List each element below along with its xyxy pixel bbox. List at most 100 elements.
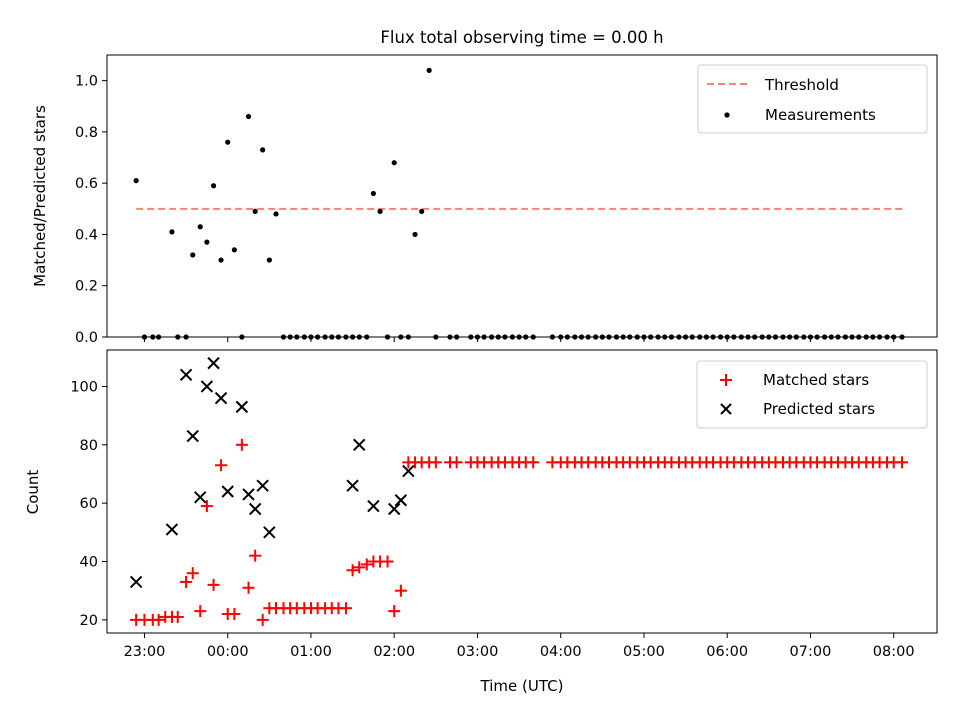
measurement-point — [613, 334, 620, 340]
matched-star-point — [180, 575, 193, 588]
measurement-point — [370, 190, 376, 197]
measurement-points — [133, 67, 905, 340]
measurement-point — [398, 334, 404, 340]
ratio-y-tick-label: 0.4 — [75, 227, 98, 243]
predicted-star-point — [194, 491, 207, 504]
measurement-point — [870, 334, 876, 340]
measurement-point — [183, 334, 189, 340]
matched-star-point — [394, 584, 407, 597]
measurement-point — [426, 67, 432, 73]
measurement-point — [266, 257, 272, 263]
count-y-axis-label: Count — [24, 470, 42, 515]
x-tick-label: 23:00 — [124, 644, 166, 660]
matched-star-point — [527, 456, 540, 469]
ratio-y-tick-label: 1.0 — [75, 74, 98, 90]
matched-star-point — [215, 459, 228, 472]
count-x-ticks: 23:00 00:00 01:00 02:00 03:00 04:00 05:00 06:00… — [124, 633, 915, 660]
ratio-legend-box — [697, 64, 928, 134]
matched-star-point — [207, 578, 220, 591]
predicted-star-point — [353, 438, 366, 452]
measurement-point — [239, 334, 245, 340]
measurement-point — [156, 334, 162, 340]
measurement-point — [231, 247, 237, 253]
x-tick-label: 05:00 — [623, 644, 665, 660]
measurement-point — [884, 334, 890, 340]
measurement-point — [468, 334, 474, 340]
predicted-star-point — [248, 502, 262, 516]
measurement-point — [697, 334, 703, 340]
ratio-legend: Threshold Measurements — [697, 64, 928, 134]
matched-star-point — [896, 456, 909, 469]
x-tick-label: 06:00 — [706, 644, 748, 660]
predicted-star-point — [214, 391, 228, 405]
measurement-point — [329, 334, 335, 340]
measurement-point — [133, 178, 139, 184]
measurement-point — [260, 147, 266, 153]
legend-predicted-swatch — [720, 403, 732, 415]
measurement-point — [738, 334, 744, 340]
measurement-point — [516, 334, 522, 340]
legend-measurements-swatch — [724, 112, 730, 118]
ratio-y-tick-label: 0.8 — [75, 125, 98, 141]
measurement-point — [863, 334, 869, 340]
measurement-point — [689, 334, 695, 340]
measurement-point — [447, 334, 453, 340]
measurement-point — [682, 334, 689, 340]
predicted-star-point — [179, 368, 193, 382]
measurement-point — [169, 229, 175, 235]
count-y-tick-label: 80 — [80, 438, 98, 454]
measurement-point — [801, 334, 807, 340]
matched-stars-points — [130, 438, 909, 626]
measurement-point — [606, 334, 612, 340]
measurement-point — [384, 334, 391, 340]
measurement-point — [593, 334, 599, 340]
measurement-point — [634, 334, 640, 340]
measurement-point — [780, 334, 786, 340]
count-y-ticks: 20 40 60 80 100 — [70, 379, 107, 629]
measurement-point — [335, 334, 342, 340]
measurement-point — [280, 334, 287, 340]
measurement-point — [349, 334, 356, 340]
measurement-point — [322, 334, 328, 340]
measurement-point — [150, 334, 156, 340]
predicted-star-point — [235, 400, 249, 414]
matched-star-point — [353, 561, 366, 574]
matched-star-point — [152, 613, 165, 626]
measurement-point — [391, 160, 397, 166]
count-y-tick-label: 60 — [80, 496, 98, 512]
measurement-point — [523, 334, 529, 340]
measurement-point — [405, 334, 411, 340]
measurement-point — [814, 334, 820, 340]
x-tick-label: 07:00 — [790, 644, 832, 660]
measurement-point — [745, 334, 751, 340]
predicted-star-point — [346, 479, 359, 492]
predicted-star-point — [256, 479, 269, 492]
matched-star-point — [381, 555, 394, 568]
measurement-point — [710, 334, 716, 340]
measurement-point — [315, 334, 321, 340]
ratio-y-tick-label: 0.6 — [75, 176, 98, 192]
measurement-point — [175, 334, 181, 340]
measurement-point — [377, 208, 383, 214]
measurement-point — [766, 334, 772, 340]
matched-star-point — [200, 500, 213, 513]
matched-star-point — [388, 605, 401, 618]
measurement-point — [301, 334, 307, 340]
measurement-point — [849, 334, 855, 340]
measurement-point — [648, 334, 654, 340]
measurement-point — [204, 239, 210, 245]
measurement-point — [676, 334, 682, 340]
measurement-point — [197, 224, 203, 230]
measurement-point — [772, 334, 779, 340]
measurement-point — [252, 208, 258, 214]
measurement-point — [433, 334, 439, 340]
x-tick-label: 08:00 — [873, 644, 915, 660]
measurement-point — [218, 257, 224, 263]
measurement-point — [828, 334, 834, 340]
measurement-point — [717, 334, 724, 340]
count-y-tick-label: 100 — [70, 379, 98, 395]
measurement-point — [856, 334, 862, 340]
matched-star-point — [450, 456, 463, 469]
measurement-point — [731, 334, 737, 340]
measurement-point — [419, 208, 425, 214]
